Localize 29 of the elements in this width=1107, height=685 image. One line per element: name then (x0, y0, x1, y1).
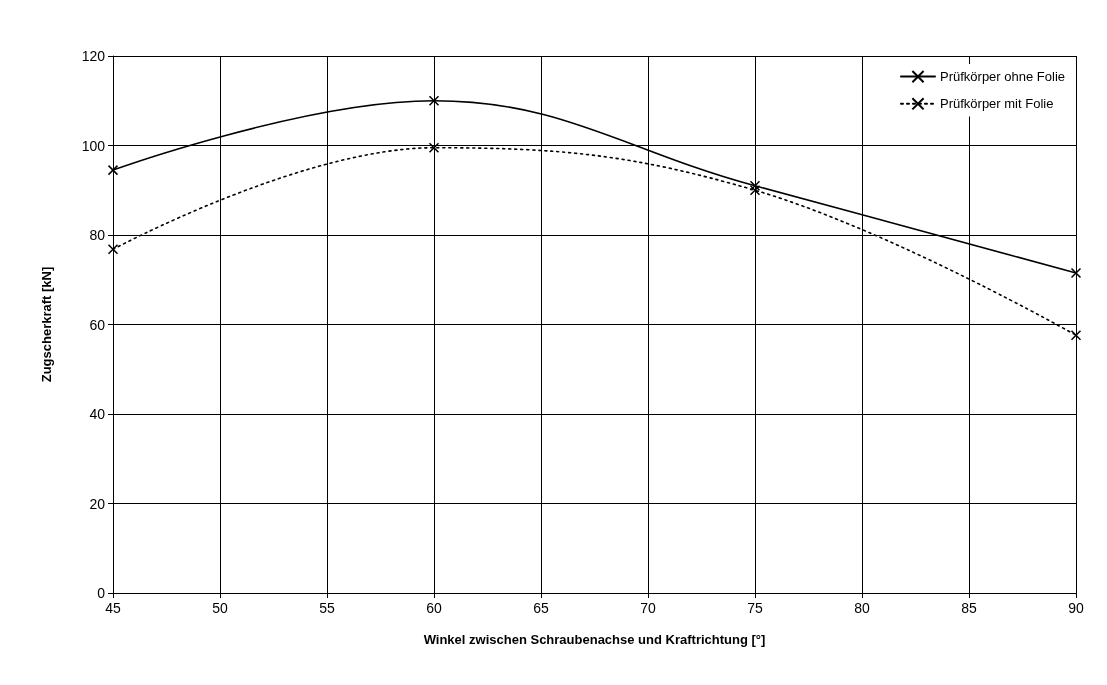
x-tick-label: 80 (854, 600, 870, 616)
point (107, 164, 119, 176)
y-tick-label: 40 (89, 406, 106, 422)
x-axis-title: Winkel zwischen Schraubenachse und Kraftrichtung [°] (423, 632, 766, 647)
x-tick-label: 55 (319, 600, 335, 616)
y-tick-label: 120 (81, 48, 106, 64)
x-tick-label: 90 (1068, 600, 1084, 616)
point (1070, 267, 1082, 279)
point (428, 95, 440, 106)
y-tick-label: 20 (89, 495, 106, 512)
y-tick-label: 60 (89, 316, 106, 333)
legend-label: Prüfkörper ohne Folie (939, 69, 1065, 85)
legend-label: Prüfkörper mit Folie (939, 96, 1054, 112)
point (428, 142, 440, 153)
x-tick-label: 70 (640, 600, 656, 616)
x-tick-label: 60 (426, 600, 442, 616)
x-tick-label: 85 (961, 600, 977, 616)
x-tick-label: 75 (747, 600, 763, 616)
y-tick-label: 100 (81, 137, 106, 154)
x-tick-label: 45 (105, 600, 121, 616)
y-tick-label: 80 (89, 227, 106, 243)
point (1070, 329, 1082, 341)
x-tick-label: 50 (212, 600, 228, 616)
point (749, 180, 761, 192)
y-tick-label: 0 (97, 585, 106, 601)
point (749, 185, 761, 196)
x-tick-label: 65 (533, 600, 549, 616)
y-axis-title: Zugscherkraft [kN] (39, 266, 54, 383)
point (107, 244, 119, 255)
